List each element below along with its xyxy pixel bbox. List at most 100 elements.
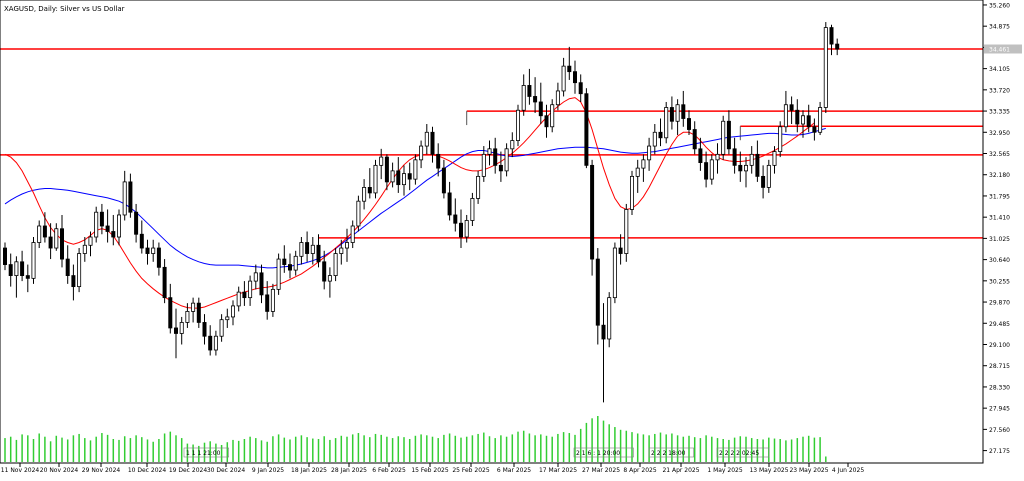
candle xyxy=(316,234,321,268)
y-axis-tick-label: 31.410 xyxy=(989,215,1010,222)
candle-body xyxy=(630,175,635,210)
candle-body xyxy=(578,82,583,95)
candle xyxy=(544,104,549,138)
candle-body xyxy=(453,214,458,224)
candle-body xyxy=(99,211,104,227)
candle-body xyxy=(219,319,224,337)
candle xyxy=(344,228,349,262)
candle xyxy=(732,137,737,174)
x-axis-tick-label: 4 Jun 2025 xyxy=(832,467,864,474)
candle-body xyxy=(42,225,47,238)
candle xyxy=(42,212,47,243)
plot-frame xyxy=(0,0,984,464)
candle xyxy=(533,77,538,113)
candle xyxy=(202,314,207,345)
candle xyxy=(282,245,287,273)
candle xyxy=(453,198,458,232)
candle-body xyxy=(54,228,59,249)
candle-body xyxy=(641,159,646,169)
candle-body xyxy=(595,258,600,326)
event-annotation-label: 2 2 2 18:00 xyxy=(651,450,686,457)
candle-body xyxy=(424,131,429,147)
candle xyxy=(698,137,703,171)
candle xyxy=(829,24,834,56)
candle-body xyxy=(823,27,828,108)
candle xyxy=(128,173,133,218)
candle xyxy=(510,132,515,158)
y-axis-tick-label: 33.335 xyxy=(989,109,1010,116)
candle xyxy=(806,104,811,133)
candle-body xyxy=(447,192,452,216)
candle xyxy=(208,325,213,356)
candle-body xyxy=(669,107,674,122)
candle-body xyxy=(270,288,275,312)
candle xyxy=(595,248,600,345)
candle-body xyxy=(48,236,53,249)
candle xyxy=(401,165,406,196)
candle-body xyxy=(316,244,321,263)
candle-body xyxy=(350,225,355,243)
candle xyxy=(8,253,13,287)
candle xyxy=(117,209,122,246)
y-axis-tick-label: 34.875 xyxy=(989,24,1010,31)
x-axis-tick-label: 28 Jan 2025 xyxy=(331,467,367,474)
candle xyxy=(105,209,110,243)
candle-body xyxy=(590,164,595,260)
candle-body xyxy=(77,253,82,288)
candle-body xyxy=(487,148,492,155)
candle-body xyxy=(71,275,76,288)
candle-body xyxy=(225,316,230,321)
candle-body xyxy=(151,247,156,254)
candle xyxy=(191,297,196,323)
event-annotation-box xyxy=(183,447,230,458)
candle xyxy=(641,154,646,182)
y-axis-tick-label: 31.025 xyxy=(989,236,1010,243)
candle-body xyxy=(134,211,139,235)
candle xyxy=(413,154,418,185)
candle xyxy=(618,234,623,265)
x-axis-tick-label: 27 Mar 2025 xyxy=(582,467,620,474)
candle-body xyxy=(783,104,788,128)
candle-body xyxy=(544,115,549,128)
candle-body xyxy=(14,261,19,276)
y-axis-tick-label: 29.870 xyxy=(989,300,1010,307)
candle xyxy=(612,242,617,304)
candle xyxy=(550,99,555,133)
candle-body xyxy=(687,118,692,130)
candle xyxy=(812,118,817,141)
candle-body xyxy=(829,27,834,45)
candle-body xyxy=(481,153,486,177)
candle-body xyxy=(709,159,714,180)
candle xyxy=(664,101,669,144)
candle xyxy=(601,303,606,403)
candle xyxy=(60,214,65,268)
candle xyxy=(173,308,178,359)
candle-body xyxy=(789,104,794,111)
candle-body xyxy=(362,187,367,202)
x-axis-tick-label: 9 Jan 2025 xyxy=(252,467,284,474)
candle xyxy=(25,264,30,293)
candle-body xyxy=(117,214,122,238)
candle-body xyxy=(721,120,726,155)
candle xyxy=(761,165,766,199)
candle xyxy=(242,281,247,306)
candle xyxy=(778,121,783,158)
candle xyxy=(179,316,184,345)
candle-body xyxy=(624,209,629,254)
candle xyxy=(504,143,509,177)
candle xyxy=(327,267,332,298)
candle-body xyxy=(584,93,589,166)
event-annotation-label: 2 1 6 : 1 20:00 xyxy=(576,450,620,457)
candle-body xyxy=(111,231,116,238)
candle xyxy=(362,179,367,210)
candle-body xyxy=(8,264,13,276)
event-annotation: 1 1 1 21:00 xyxy=(183,447,230,458)
y-axis-tick-label: 28.715 xyxy=(989,363,1010,370)
candle-body xyxy=(658,131,663,139)
candle xyxy=(310,237,315,265)
candle-body xyxy=(516,109,521,141)
candle-body xyxy=(738,164,743,172)
candle-body xyxy=(299,242,304,257)
current-price-tag xyxy=(984,44,1022,54)
